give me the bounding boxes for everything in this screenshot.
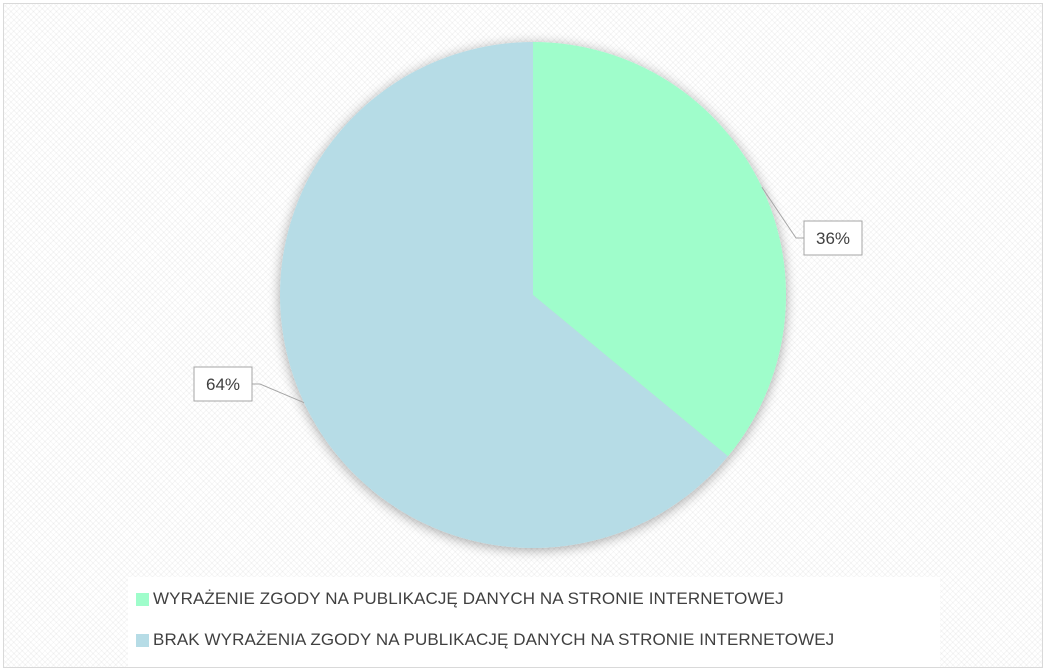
legend: WYRAŻENIE ZGODY NA PUBLIKACJĘ DANYCH NA … xyxy=(128,577,940,667)
data-label-box-no-consent xyxy=(193,366,253,402)
legend-label-no-consent: BRAK WYRAŻENIA ZGODY NA PUBLIKACJĘ DANYC… xyxy=(153,630,835,649)
legend-label-consent: WYRAŻENIE ZGODY NA PUBLIKACJĘ DANYCH NA … xyxy=(153,589,784,608)
legend-item-no-consent: BRAK WYRAŻENIA ZGODY NA PUBLIKACJĘ DANYC… xyxy=(136,630,834,650)
legend-swatch-consent xyxy=(136,592,149,606)
data-label-consent: 36% xyxy=(816,229,850,248)
data-label-no-consent: 64% xyxy=(206,375,240,394)
leader-line-no-consent xyxy=(252,383,305,404)
pie-slice-no-consent xyxy=(280,42,728,548)
legend-swatch-no-consent xyxy=(136,633,149,647)
pie-slice-consent xyxy=(533,42,787,457)
leader-line-consent xyxy=(761,186,804,239)
data-label-box-consent xyxy=(803,220,863,256)
legend-item-consent: WYRAŻENIE ZGODY NA PUBLIKACJĘ DANYCH NA … xyxy=(136,589,784,609)
